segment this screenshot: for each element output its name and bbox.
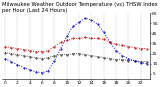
Text: Milwaukee Weather Outdoor Temperature (vs) THSW Index per Hour (Last 24 Hours): Milwaukee Weather Outdoor Temperature (v… [2, 2, 158, 13]
